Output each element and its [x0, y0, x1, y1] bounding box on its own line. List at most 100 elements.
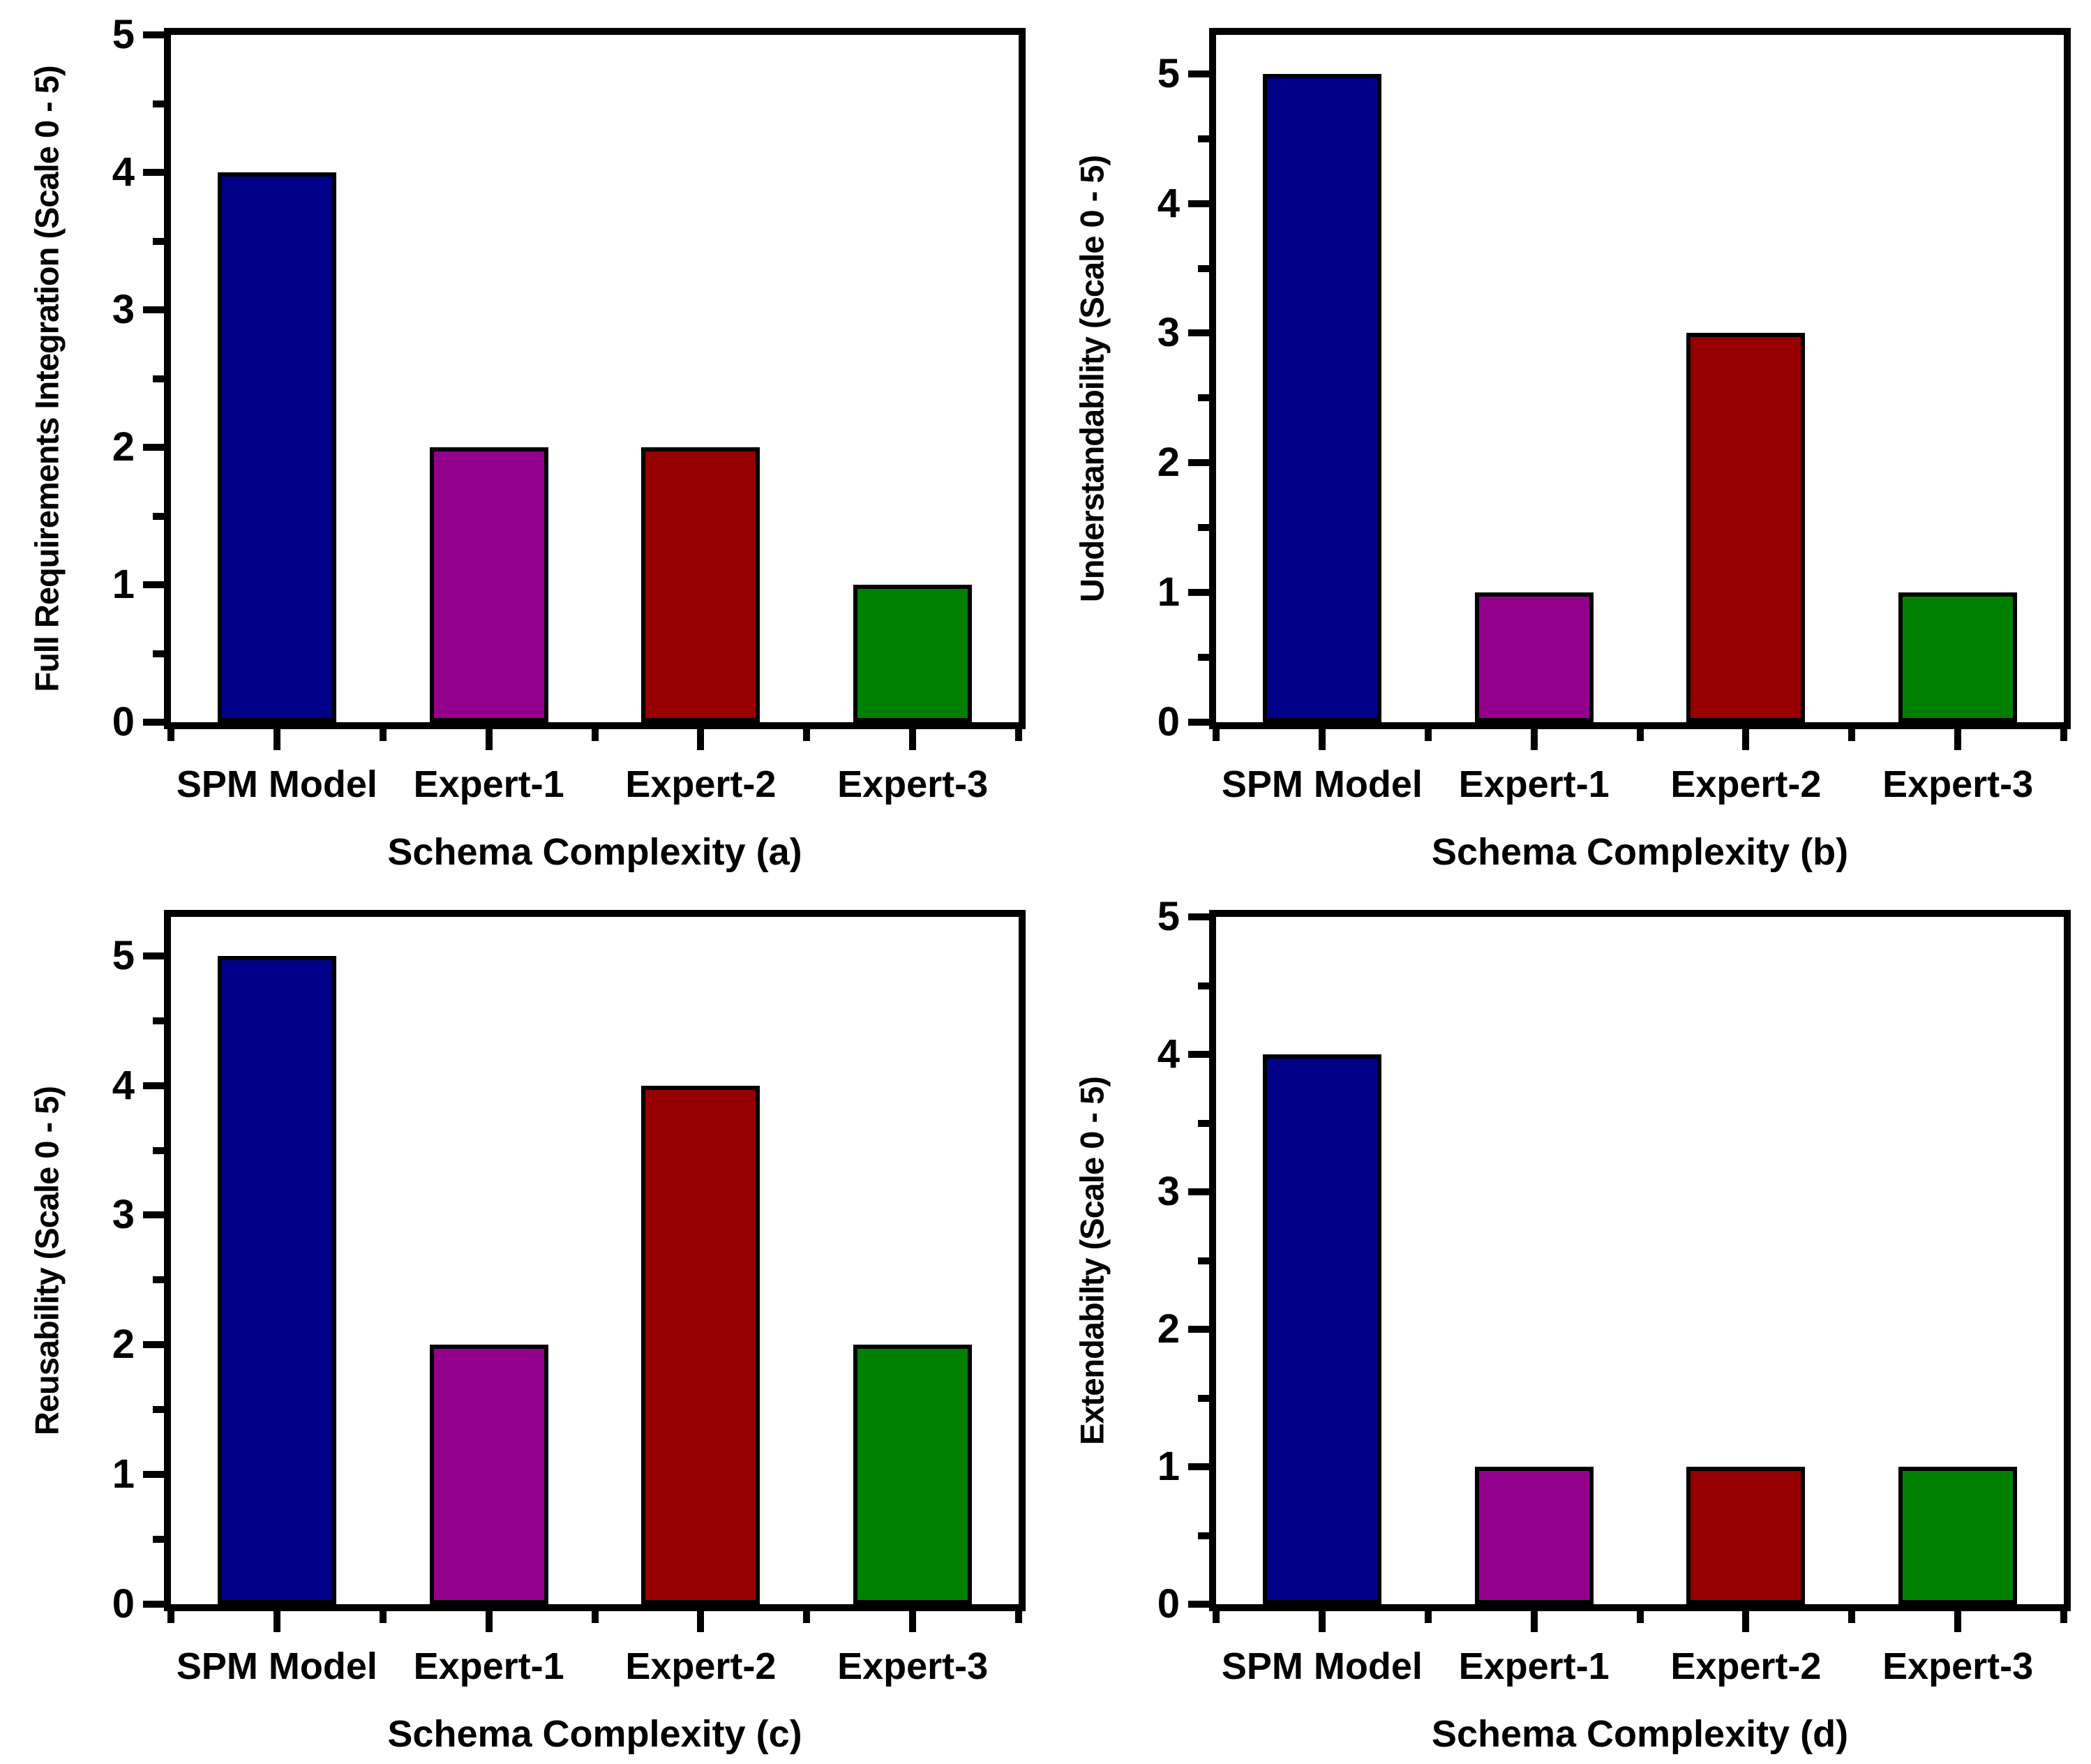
- x-minor-tick: [591, 1611, 599, 1623]
- chart-panel-d: Extendabilty (Scale 0 - 5) Schema Comple…: [1045, 882, 2091, 1764]
- y-major-tick: [1188, 719, 1209, 726]
- y-minor-tick: [153, 1017, 164, 1024]
- y-tick-label: 5: [1157, 894, 1180, 939]
- y-major-tick: [1188, 589, 1209, 597]
- x-minor-tick: [1015, 729, 1022, 741]
- plot-area-a: Full Requirements Integration (Scale 0 -…: [29, 15, 1026, 873]
- y-minor-tick: [1198, 135, 1209, 142]
- x-major-tick: [697, 1611, 705, 1632]
- x-tick-label: Expert-2: [1670, 763, 1822, 805]
- x-minor-tick: [2060, 1611, 2067, 1623]
- y-major-tick: [143, 1471, 164, 1479]
- y-tick-label: 4: [112, 149, 135, 195]
- x-major-tick: [1318, 729, 1326, 750]
- chart-panel-a: Full Requirements Integration (Scale 0 -…: [0, 0, 1045, 882]
- y-minor-tick: [1198, 1119, 1209, 1127]
- y-axis-title: Understandability (Scale 0 - 5): [1073, 155, 1111, 602]
- x-tick-label: Expert-3: [1882, 763, 2034, 805]
- y-major-tick: [143, 1341, 164, 1349]
- bar-expert-2: [641, 1085, 760, 1604]
- bar-spm-model: [1262, 73, 1381, 722]
- y-minor-tick: [1198, 394, 1209, 402]
- y-tick-label: 5: [1157, 50, 1180, 96]
- y-tick-label: 5: [112, 12, 135, 57]
- x-minor-tick: [803, 1611, 811, 1623]
- y-tick-label: 3: [112, 1192, 135, 1238]
- x-tick-label: SPM Model: [176, 763, 377, 805]
- y-minor-tick: [153, 512, 164, 520]
- x-minor-tick: [167, 1611, 174, 1623]
- x-major-tick: [1742, 729, 1750, 750]
- x-minor-tick: [2060, 729, 2067, 741]
- x-tick-label: Expert-1: [413, 763, 564, 805]
- x-tick-label: Expert-3: [1882, 1645, 2034, 1687]
- x-minor-tick: [379, 729, 387, 741]
- x-major-tick: [273, 1611, 280, 1632]
- bar-expert-2: [1686, 1467, 1806, 1604]
- y-tick-label: 0: [1157, 1581, 1180, 1627]
- y-minor-tick: [153, 650, 164, 657]
- y-axis-title: Extendabilty (Scale 0 - 5): [1073, 1076, 1111, 1445]
- y-tick-label: 2: [1157, 440, 1180, 486]
- y-major-tick: [143, 719, 164, 726]
- x-tick-label: Expert-2: [1670, 1645, 1822, 1687]
- y-tick-label: 0: [112, 1581, 135, 1627]
- bar-expert-1: [1474, 592, 1594, 722]
- x-major-tick: [485, 729, 493, 750]
- x-major-tick: [485, 1611, 493, 1632]
- y-major-tick: [1188, 1188, 1209, 1195]
- bar-expert-2: [641, 447, 760, 722]
- y-major-tick: [143, 581, 164, 588]
- y-tick-label: 0: [1157, 699, 1180, 745]
- x-tick-label: Expert-2: [625, 1645, 777, 1687]
- x-minor-tick: [1213, 1611, 1220, 1623]
- x-major-tick: [1318, 1611, 1326, 1632]
- x-major-tick: [1530, 729, 1538, 750]
- y-tick-label: 1: [112, 562, 135, 607]
- bar-expert-3: [1898, 592, 2018, 722]
- x-tick-label: SPM Model: [176, 1645, 377, 1687]
- y-tick-label: 5: [112, 932, 135, 978]
- y-minor-tick: [153, 237, 164, 245]
- x-minor-tick: [1424, 729, 1432, 741]
- x-minor-tick: [167, 729, 174, 741]
- x-tick-label: SPM Model: [1221, 1645, 1423, 1687]
- x-tick-label: SPM Model: [1221, 763, 1423, 805]
- y-major-tick: [143, 306, 164, 313]
- bar-spm-model: [217, 955, 336, 1604]
- chart-panel-b: Understandability (Scale 0 - 5) Schema C…: [1045, 0, 2091, 882]
- y-minor-tick: [153, 375, 164, 382]
- y-major-tick: [1188, 1326, 1209, 1333]
- y-tick-label: 2: [112, 424, 135, 470]
- y-tick-label: 2: [112, 1322, 135, 1368]
- y-minor-tick: [153, 1406, 164, 1414]
- y-minor-tick: [1198, 982, 1209, 989]
- y-tick-label: 1: [1157, 1444, 1180, 1489]
- y-major-tick: [143, 444, 164, 451]
- x-major-tick: [909, 729, 917, 750]
- x-axis-title: Schema Complexity (c): [387, 1713, 802, 1755]
- bar-expert-1: [429, 1345, 548, 1604]
- bar-expert-3: [1898, 1467, 2018, 1604]
- x-major-tick: [1742, 1611, 1750, 1632]
- y-major-tick: [143, 1601, 164, 1608]
- x-major-tick: [1530, 1611, 1538, 1632]
- x-major-tick: [1954, 729, 1962, 750]
- y-minor-tick: [1198, 654, 1209, 662]
- y-minor-tick: [1198, 1532, 1209, 1539]
- x-minor-tick: [379, 1611, 387, 1623]
- y-tick-label: 4: [1157, 180, 1180, 226]
- plot-area-d: Extendabilty (Scale 0 - 5) Schema Comple…: [1074, 897, 2071, 1755]
- y-tick-label: 1: [112, 1451, 135, 1497]
- y-minor-tick: [153, 100, 164, 107]
- y-major-tick: [1188, 70, 1209, 77]
- y-tick-label: 4: [1157, 1031, 1180, 1077]
- x-minor-tick: [1424, 1611, 1432, 1623]
- y-major-tick: [1188, 1601, 1209, 1608]
- y-axis-title: Full Requirements Integration (Scale 0 -…: [28, 65, 66, 692]
- y-minor-tick: [153, 1536, 164, 1544]
- y-major-tick: [143, 31, 164, 38]
- x-axis-title: Schema Complexity (a): [387, 831, 802, 873]
- x-tick-label: Expert-1: [413, 1645, 564, 1687]
- y-tick-label: 3: [1157, 1169, 1180, 1214]
